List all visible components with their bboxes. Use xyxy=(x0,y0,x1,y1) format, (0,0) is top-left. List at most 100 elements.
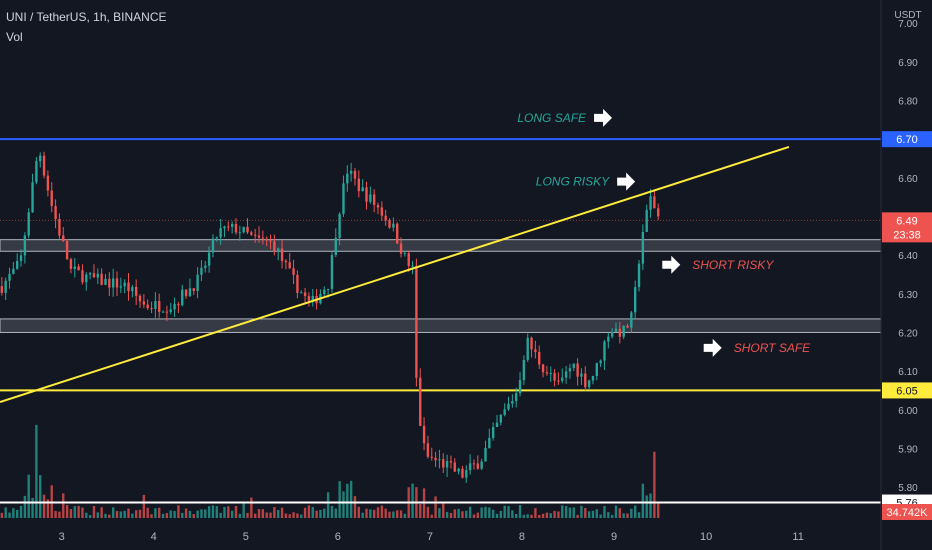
volume-bar xyxy=(607,512,610,518)
volume-bar xyxy=(8,512,11,518)
level-badge-bg xyxy=(882,131,932,148)
candle-body xyxy=(81,270,84,283)
volume-bar xyxy=(323,508,326,518)
price-tick-label: 5.80 xyxy=(898,483,918,494)
candle-body xyxy=(330,255,334,289)
candle-body xyxy=(300,292,303,294)
volume-bar xyxy=(311,506,314,518)
candle-body xyxy=(457,468,460,472)
candle-body xyxy=(576,363,579,377)
candle-body xyxy=(111,278,115,288)
volume-bar xyxy=(54,511,57,518)
candle-body xyxy=(599,360,602,364)
volume-bar xyxy=(457,508,460,518)
candle-body xyxy=(607,336,610,342)
volume-bar xyxy=(246,512,249,518)
candle-body xyxy=(173,304,176,310)
candle-body xyxy=(426,443,430,457)
price-tick-label: 6.30 xyxy=(898,290,918,301)
volume-bar xyxy=(0,512,4,518)
candle-body xyxy=(158,301,161,312)
candle-body xyxy=(234,223,238,233)
candle-body xyxy=(403,253,407,255)
candle-body xyxy=(323,289,326,295)
volume-bar xyxy=(223,506,226,518)
time-tick-label: 6 xyxy=(335,531,341,543)
volume-bar xyxy=(430,514,433,518)
volume-bar xyxy=(300,514,303,518)
volume-bar xyxy=(526,514,529,518)
candle-body xyxy=(142,301,146,305)
candle-body xyxy=(184,289,188,297)
candle-body xyxy=(518,380,522,394)
volume-bar xyxy=(42,494,46,518)
volume-bar xyxy=(326,492,330,518)
candle-body xyxy=(27,212,30,236)
volume-bar xyxy=(372,509,376,518)
candle-body xyxy=(338,213,341,238)
candle-body xyxy=(280,248,284,261)
price-tick-label: 6.10 xyxy=(898,367,918,378)
volume-bar xyxy=(119,511,123,518)
candle-body xyxy=(227,226,230,228)
candle-body xyxy=(54,206,57,220)
volume-bar xyxy=(365,508,368,518)
volume-bar xyxy=(204,509,207,518)
time-tick-label: 11 xyxy=(792,531,803,543)
volume-bar xyxy=(572,507,575,518)
candle-body xyxy=(499,414,503,423)
price-tick-label: 6.80 xyxy=(898,97,918,108)
volume-bar xyxy=(484,506,487,518)
candle-body xyxy=(603,341,606,361)
volume-bar xyxy=(511,510,514,518)
volume-bar xyxy=(35,424,38,518)
time-tick-label: 10 xyxy=(700,531,712,543)
volume-bar xyxy=(138,509,142,518)
candle-body xyxy=(618,328,622,337)
volume-bar xyxy=(568,507,572,518)
volume-bar xyxy=(357,506,361,518)
volume-bar xyxy=(330,505,334,518)
volume-bar xyxy=(184,508,188,518)
candle-body xyxy=(73,266,76,269)
candle-body xyxy=(46,175,50,191)
candle-body xyxy=(630,312,633,328)
price-zone xyxy=(0,318,882,333)
candle-body xyxy=(488,437,491,448)
candle-body xyxy=(645,209,648,232)
candle-body xyxy=(572,363,575,369)
volume-bar xyxy=(645,495,648,518)
time-tick-label: 7 xyxy=(427,531,433,543)
volume-bar xyxy=(349,480,353,518)
volume-bar xyxy=(338,481,341,518)
volume-bar xyxy=(207,506,211,518)
candle-body xyxy=(637,263,641,288)
annotation-label: SHORT RISKY xyxy=(692,258,774,272)
volume-bar xyxy=(73,506,76,518)
price-zone xyxy=(0,239,882,252)
candle-body xyxy=(653,196,656,209)
candle-body xyxy=(204,265,207,268)
volume-bar xyxy=(564,506,568,518)
volume-bar xyxy=(296,513,299,518)
candle-body xyxy=(77,266,80,271)
volume-bar xyxy=(196,510,199,518)
volume-bar xyxy=(192,514,195,518)
volume-bar xyxy=(123,510,126,518)
candle-body xyxy=(246,226,249,233)
volume-bar xyxy=(553,510,556,518)
candle-body xyxy=(42,155,46,176)
time-tick-label: 4 xyxy=(151,531,157,543)
candle-body xyxy=(545,372,549,374)
candle-body xyxy=(595,363,598,376)
volume-bar xyxy=(518,505,522,518)
candle-body xyxy=(12,268,15,274)
volume-bar xyxy=(115,511,119,518)
volume-bar xyxy=(319,509,322,518)
candle-body xyxy=(58,219,61,236)
level-badge-bg xyxy=(882,382,932,399)
candle-body xyxy=(657,208,660,217)
volume-bar xyxy=(227,506,230,518)
